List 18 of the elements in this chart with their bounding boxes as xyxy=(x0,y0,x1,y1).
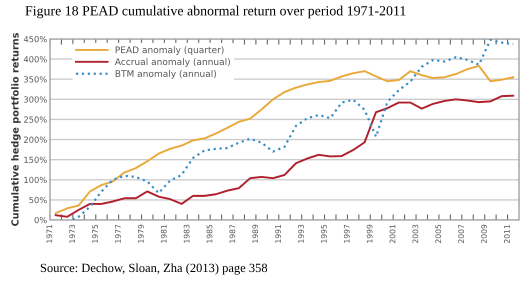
y-axis-title: Cumulative hedge portfolio returns xyxy=(11,33,21,226)
y-tick-label: 100% xyxy=(24,176,47,184)
y-tick-label: 450% xyxy=(24,36,47,42)
line-series xyxy=(72,39,514,220)
legend-label: BTM anomaly (annual) xyxy=(116,70,216,79)
legend-label: Accrual anomaly (annual) xyxy=(114,58,230,67)
y-tick-label: 50% xyxy=(29,196,47,204)
y-tick-label: 200% xyxy=(24,136,47,143)
y-tick-label: 350% xyxy=(24,76,47,83)
y-tick-label: 0% xyxy=(34,216,47,224)
line-series xyxy=(54,94,514,218)
y-tick-label: 300% xyxy=(24,96,47,103)
source-note: Source: Dechow, Sloan, Zha (2013) page 358 xyxy=(40,263,268,275)
y-tick-label: 250% xyxy=(24,116,47,123)
y-tick-label: 400% xyxy=(24,56,47,62)
legend-label: PEAD anomaly (quarter) xyxy=(116,46,224,55)
chart-title: Figure 18 PEAD cumulative abnormal return over period 1971-2011 xyxy=(25,6,406,18)
y-tick-label: 150% xyxy=(24,156,47,163)
